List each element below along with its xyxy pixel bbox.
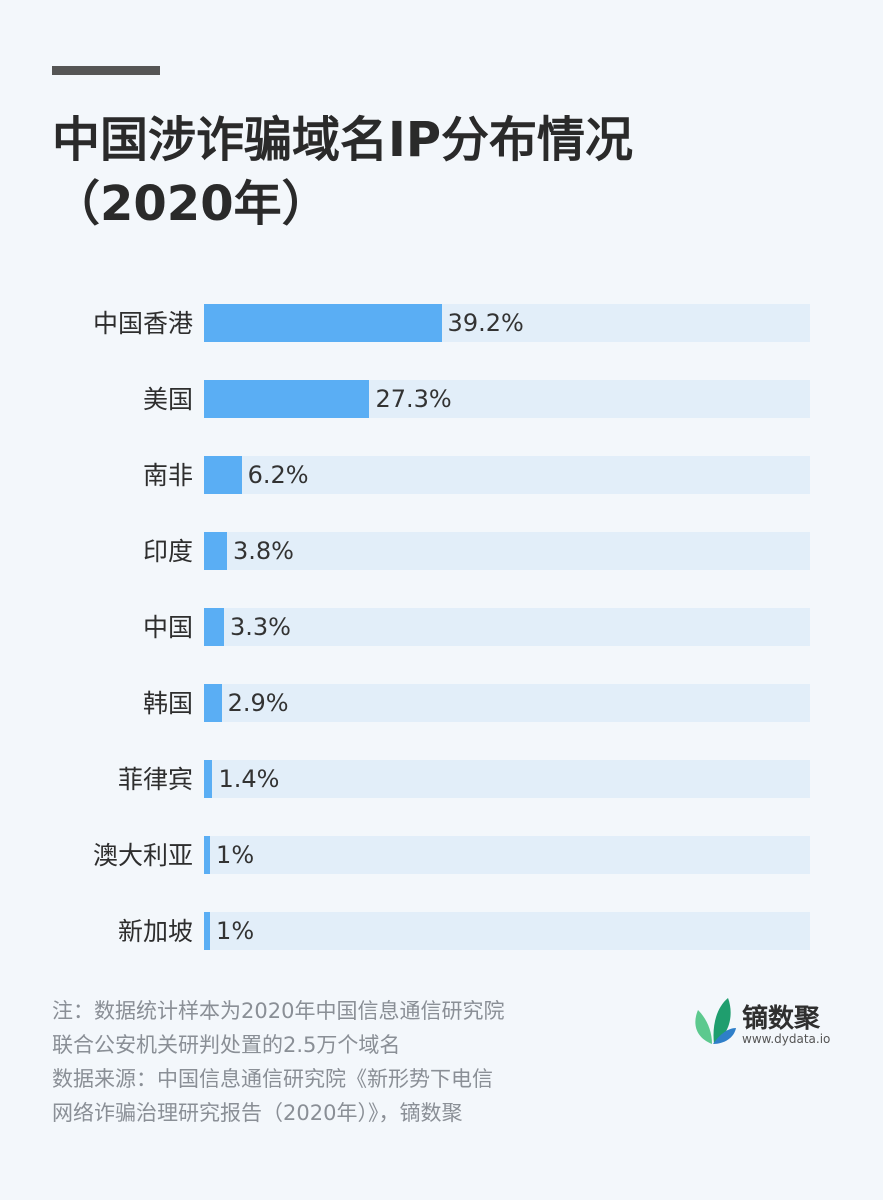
bar xyxy=(204,912,211,950)
bar xyxy=(204,304,442,342)
bar xyxy=(204,836,211,874)
footnote-line-1: 注：数据统计样本为2020年中国信息通信研究院 xyxy=(52,999,505,1023)
chart-row: 澳大利亚 1% xyxy=(0,836,883,876)
bar xyxy=(204,456,242,494)
value-label: 3.8% xyxy=(233,537,294,565)
category-label: 新加坡 xyxy=(117,917,193,946)
chart-row: 新加坡 1% xyxy=(0,912,883,952)
footnotes: 注：数据统计样本为2020年中国信息通信研究院 联合公安机关研判处置的2.5万个… xyxy=(52,994,652,1130)
chart-title: 中国涉诈骗域名IP分布情况 （2020年） xyxy=(52,108,832,236)
brand-logo: 镝数聚 www.dydata.io xyxy=(690,994,850,1054)
category-label: 韩国 xyxy=(142,689,193,718)
bar-track: 3.8% xyxy=(204,532,810,570)
bar xyxy=(204,380,370,418)
bar-track: 2.9% xyxy=(204,684,810,722)
leaf-logo-icon xyxy=(695,998,736,1044)
chart-title-line-1: 中国涉诈骗域名IP分布情况 xyxy=(52,112,634,168)
category-label: 澳大利亚 xyxy=(92,841,193,870)
brand-url: www.dydata.io xyxy=(742,1032,831,1046)
chart-row: 南非 6.2% xyxy=(0,456,883,496)
value-label: 1.4% xyxy=(218,765,280,793)
value-label: 39.2% xyxy=(447,309,524,337)
value-label: 1% xyxy=(216,917,255,945)
value-label: 2.9% xyxy=(227,689,289,717)
bar-chart: 中国香港 39.2% 美国 27.3% 南非 6.2% 印度 3.8% 中国 3.3% 韩国 2.9%… xyxy=(0,290,883,970)
bar xyxy=(204,760,213,798)
category-label: 中国香港 xyxy=(92,309,193,338)
bar xyxy=(204,608,224,646)
bar-track: 1% xyxy=(204,836,810,874)
title-accent-bar xyxy=(52,66,160,75)
chart-title-line-2: （2020年） xyxy=(52,176,330,232)
bar-track: 3.3% xyxy=(204,608,810,646)
footnote-line-3: 数据来源：中国信息通信研究院《新形势下电信 xyxy=(52,1067,493,1091)
bar-track: 1.4% xyxy=(204,760,810,798)
value-label: 3.3% xyxy=(229,613,291,641)
footnote-line-4: 网络诈骗治理研究报告（2020年）》，镝数聚 xyxy=(52,1101,463,1125)
footnote-line-2: 联合公安机关研判处置的2.5万个域名 xyxy=(52,1033,401,1057)
chart-row: 中国 3.3% xyxy=(0,608,883,648)
category-label: 印度 xyxy=(142,537,193,566)
bar-track: 6.2% xyxy=(204,456,810,494)
bar-track: 27.3% xyxy=(204,380,810,418)
category-label: 美国 xyxy=(142,385,193,414)
chart-row: 印度 3.8% xyxy=(0,532,883,572)
chart-row: 美国 27.3% xyxy=(0,380,883,420)
brand-name: 镝数聚 xyxy=(742,1004,821,1034)
chart-row: 菲律宾 1.4% xyxy=(0,760,883,800)
bar xyxy=(204,532,228,570)
bar-track: 1% xyxy=(204,912,810,950)
bar xyxy=(204,684,222,722)
category-label: 南非 xyxy=(142,461,193,490)
value-label: 1% xyxy=(216,841,255,869)
category-label: 中国 xyxy=(142,613,193,642)
chart-row: 韩国 2.9% xyxy=(0,684,883,724)
bar-track: 39.2% xyxy=(204,304,810,342)
category-label: 菲律宾 xyxy=(117,765,193,794)
chart-row: 中国香港 39.2% xyxy=(0,304,883,344)
value-label: 27.3% xyxy=(375,385,452,413)
value-label: 6.2% xyxy=(247,461,309,489)
